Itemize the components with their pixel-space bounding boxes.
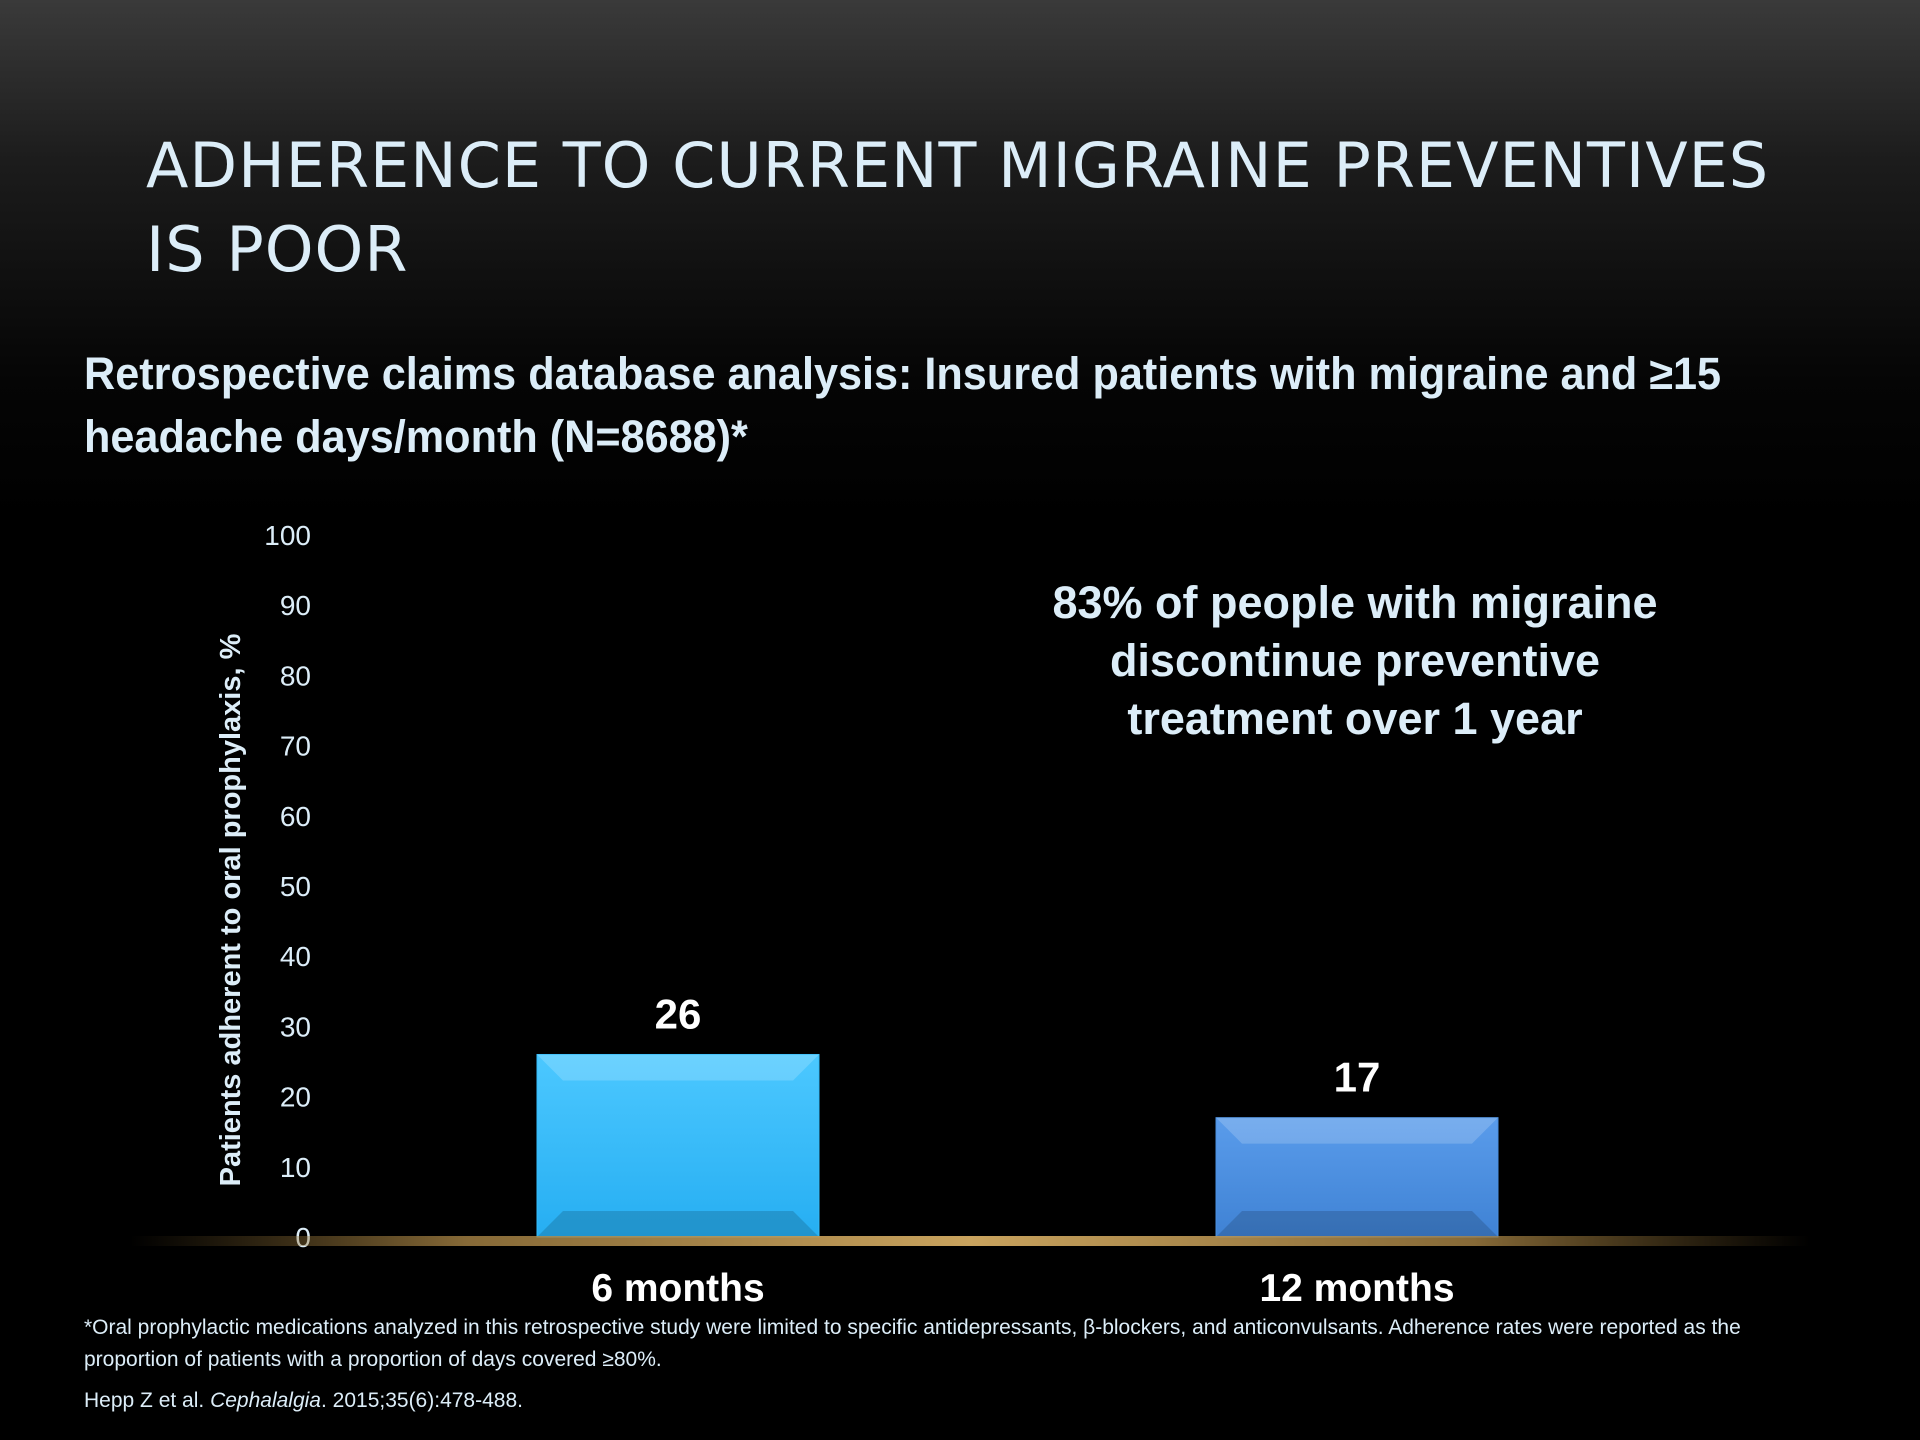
data-label: 26 [655,990,702,1037]
callout-text: 83% of people with migraine discontinue … [1052,577,1658,744]
citation-authors: Hepp Z et al. [84,1389,211,1412]
y-tick-label: 100 [264,520,311,551]
slide-subtitle: Retrospective claims database analysis: … [84,348,1722,462]
y-tick-label: 80 [280,660,311,691]
y-tick-label: 50 [280,871,311,902]
x-category-label: 12 months [1259,1267,1454,1310]
y-tick-label: 40 [280,941,311,972]
citation: Hepp Z et al. Cephalalgia. 2015;35(6):47… [84,1386,523,1416]
citation-details: . 2015;35(6):478-488. [320,1389,523,1412]
bar-bevel-bottom [537,1211,819,1237]
footnote: *Oral prophylactic medications analyzed … [84,1316,1741,1371]
bar-bevel-bottom [1216,1211,1498,1237]
bar-bevel-top [1216,1117,1498,1144]
x-axis-line [130,1236,1810,1246]
data-label: 17 [1334,1054,1381,1101]
bar-bevel-top [537,1054,819,1081]
y-tick-label: 60 [280,801,311,832]
x-category-label: 6 months [591,1267,764,1310]
citation-journal: Cephalalgia [210,1389,321,1412]
bar [536,1053,820,1238]
y-tick-label: 30 [280,1011,311,1042]
y-axis-title: Patients adherent to oral prophylaxis, % [215,633,247,1186]
y-tick-label: 90 [280,590,311,621]
y-tick-label: 20 [280,1082,311,1113]
bar [1215,1117,1499,1238]
y-tick-label: 10 [280,1152,311,1183]
y-tick-label: 70 [280,731,311,762]
slide-title: ADHERENCE TO CURRENT MIGRAINE PREVENTIVE… [146,129,1770,286]
